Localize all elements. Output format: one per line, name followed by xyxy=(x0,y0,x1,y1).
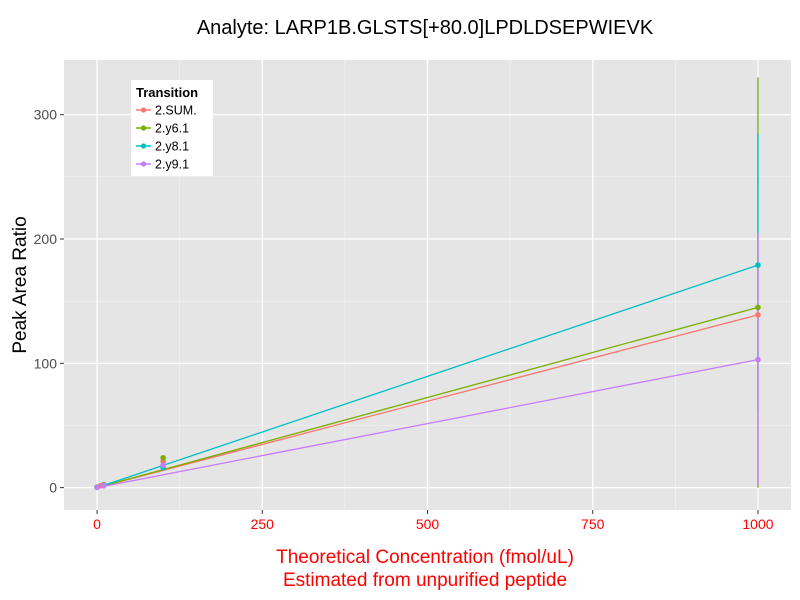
series-group xyxy=(96,314,759,489)
axes: 0 250 500 750 1000 0 100 200 300 xyxy=(34,107,774,532)
series-fit-line xyxy=(96,264,759,489)
legend-label: 2.y8.1 xyxy=(155,140,189,154)
series-fit-line xyxy=(96,306,759,489)
legend-label: 2.y9.1 xyxy=(155,158,189,172)
series-point xyxy=(100,482,107,489)
series-fit-line xyxy=(96,314,759,489)
x-tick-label: 0 xyxy=(93,516,101,532)
legend: Transition 2.SUM. 2.y6.1 2.y8.1 2.y9.1 xyxy=(131,80,213,176)
x-axis-label-line1: Theoretical Concentration (fmol/uL) xyxy=(276,547,574,568)
series-point xyxy=(755,312,761,318)
chart-title: Analyte: LARP1B.GLSTS[+80.0]LPDLDSEPWIEV… xyxy=(197,17,654,39)
legend-items: 2.SUM. 2.y6.1 2.y8.1 2.y9.1 xyxy=(136,104,197,172)
y-tick-label: 300 xyxy=(34,107,58,123)
y-tick-label: 200 xyxy=(34,231,58,247)
series-point xyxy=(94,484,100,491)
legend-label: 2.y6.1 xyxy=(155,122,189,136)
legend-title: Transition xyxy=(136,85,198,100)
series-point xyxy=(160,454,166,461)
legend-key-point xyxy=(140,161,147,167)
legend-key-point xyxy=(140,107,147,113)
series-point xyxy=(755,304,761,311)
series-point xyxy=(755,262,761,268)
y-tick-label: 0 xyxy=(49,480,57,496)
series-point xyxy=(755,356,761,363)
legend-key-point xyxy=(140,143,147,149)
x-tick-label: 500 xyxy=(416,516,440,532)
x-axis-label-line2: Estimated from unpurified peptide xyxy=(283,570,567,591)
y-tick-label: 100 xyxy=(34,355,58,371)
x-tick-label: 1000 xyxy=(742,516,773,532)
x-tick-label: 250 xyxy=(251,516,275,532)
legend-label: 2.SUM. xyxy=(155,104,197,118)
legend-key-point xyxy=(140,125,147,131)
x-tick-label: 750 xyxy=(581,516,605,532)
y-axis-label: Peak Area Ratio xyxy=(10,216,31,353)
series-fit-line xyxy=(96,358,759,489)
series-layer xyxy=(94,77,761,491)
series-point xyxy=(160,462,166,469)
